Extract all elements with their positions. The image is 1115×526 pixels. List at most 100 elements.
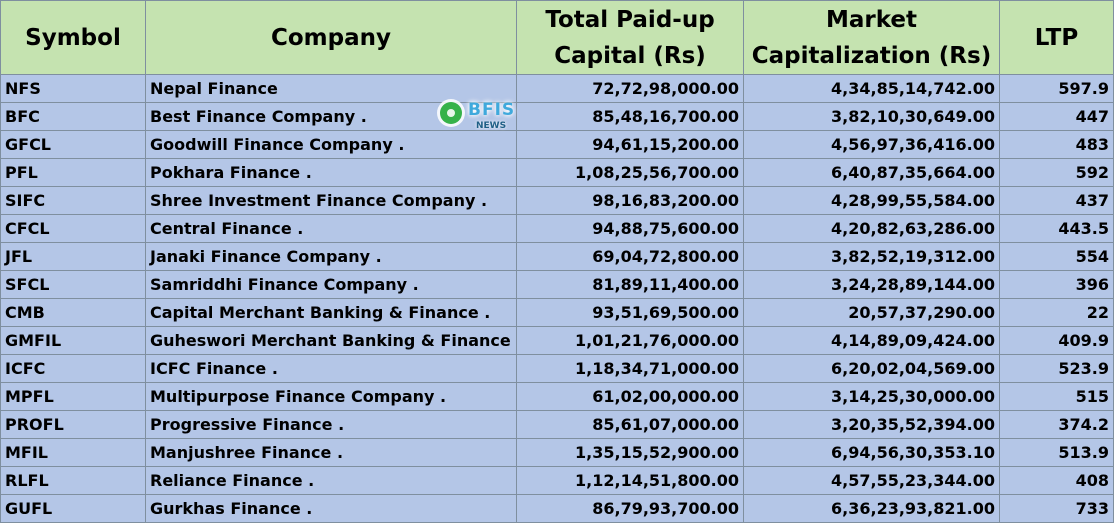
cell-symbol: NFS [0,74,146,103]
cell-paid-up-capital: 1,18,34,71,000.00 [516,354,744,383]
cell-market-capitalization: 6,20,02,04,569.00 [743,354,1000,383]
table-row: GFCL Goodwill Finance Company . 94,61,15,2… [0,130,1114,159]
cell-ltp: 733 [999,494,1114,523]
cell-market-capitalization: 4,34,85,14,742.00 [743,74,1000,103]
cell-paid-up-capital: 86,79,93,700.00 [516,494,744,523]
table-row: MPFL Multipurpose Finance Company . 61,02,… [0,382,1114,411]
cell-ltp: 443.5 [999,214,1114,243]
cell-symbol: SIFC [0,186,146,215]
cell-market-capitalization: 3,82,52,19,312.00 [743,242,1000,271]
cell-symbol: GFCL [0,130,146,159]
cell-paid-up-capital: 72,72,98,000.00 [516,74,744,103]
cell-company: Multipurpose Finance Company . [145,382,517,411]
cell-company: Manjushree Finance . [145,438,517,467]
table-row: CMB Capital Merchant Banking & Finance .9… [0,298,1114,327]
header-company: Company [145,0,517,75]
cell-market-capitalization: 4,56,97,36,416.00 [743,130,1000,159]
cell-market-capitalization: 6,36,23,93,821.00 [743,494,1000,523]
header-paid-up-capital: Total Paid-up Capital (Rs) [516,0,744,75]
cell-paid-up-capital: 61,02,00,000.00 [516,382,744,411]
cell-market-capitalization: 3,24,28,89,144.00 [743,270,1000,299]
table-row: ICFC ICFC Finance . 1,18,34,71,000.00 6,20,… [0,354,1114,383]
cell-ltp: 409.9 [999,326,1114,355]
cell-ltp: 447 [999,102,1114,131]
cell-company: Shree Investment Finance Company . [145,186,517,215]
cell-symbol: JFL [0,242,146,271]
cell-paid-up-capital: 85,48,16,700.00 [516,102,744,131]
cell-market-capitalization: 3,82,10,30,649.00 [743,102,1000,131]
cell-company: Progressive Finance . [145,410,517,439]
cell-market-capitalization: 6,40,87,35,664.00 [743,158,1000,187]
cell-ltp: 554 [999,242,1114,271]
table-row: CFCL Central Finance . 94,88,75,600.00 4,20… [0,214,1114,243]
cell-paid-up-capital: 1,08,25,56,700.00 [516,158,744,187]
cell-symbol: GMFIL [0,326,146,355]
table-row: BFC Best Finance Company . 85,48,16,700.00… [0,102,1114,131]
cell-paid-up-capital: 93,51,69,500.00 [516,298,744,327]
cell-company: Pokhara Finance . [145,158,517,187]
table-row: PROFL Progressive Finance . 85,61,07,000.0… [0,410,1114,439]
cell-paid-up-capital: 94,61,15,200.00 [516,130,744,159]
cell-ltp: 483 [999,130,1114,159]
cell-market-capitalization: 20,57,37,290.00 [743,298,1000,327]
cell-symbol: PFL [0,158,146,187]
cell-company: Samriddhi Finance Company . [145,270,517,299]
cell-market-capitalization: 4,20,82,63,286.00 [743,214,1000,243]
cell-paid-up-capital: 69,04,72,800.00 [516,242,744,271]
cell-company: Nepal Finance [145,74,517,103]
cell-paid-up-capital: 1,12,14,51,800.00 [516,466,744,495]
cell-ltp: 592 [999,158,1114,187]
table-row: SIFC Shree Investment Finance Company . 98… [0,186,1114,215]
cell-symbol: MFIL [0,438,146,467]
cell-market-capitalization: 6,94,56,30,353.10 [743,438,1000,467]
cell-ltp: 437 [999,186,1114,215]
cell-market-capitalization: 4,14,89,09,424.00 [743,326,1000,355]
table-row: JFL Janaki Finance Company . 69,04,72,800.… [0,242,1114,271]
cell-paid-up-capital: 1,01,21,76,000.00 [516,326,744,355]
table-row: GMFIL Guheswori Merchant Banking & Financ… [0,326,1114,355]
cell-paid-up-capital: 94,88,75,600.00 [516,214,744,243]
header-ltp: LTP [999,0,1114,75]
table-row: PFL Pokhara Finance . 1,08,25,56,700.00 6,4… [0,158,1114,187]
table-row: SFCL Samriddhi Finance Company . 81,89,11,… [0,270,1114,299]
cell-symbol: ICFC [0,354,146,383]
cell-ltp: 513.9 [999,438,1114,467]
header-market-capitalization: Market Capitalization (Rs) [743,0,1000,75]
cell-market-capitalization: 3,14,25,30,000.00 [743,382,1000,411]
cell-company: Guheswori Merchant Banking & Finance . [145,326,517,355]
cell-ltp: 408 [999,466,1114,495]
header-row: Symbol Company Total Paid-up Capital (Rs… [0,0,1114,75]
cell-paid-up-capital: 1,35,15,52,900.00 [516,438,744,467]
cell-company: Best Finance Company . [145,102,517,131]
cell-symbol: CMB [0,298,146,327]
table-row: RLFL Reliance Finance . 1,12,14,51,800.00 4… [0,466,1114,495]
cell-market-capitalization: 3,20,35,52,394.00 [743,410,1000,439]
cell-ltp: 374.2 [999,410,1114,439]
cell-symbol: SFCL [0,270,146,299]
cell-symbol: BFC [0,102,146,131]
cell-paid-up-capital: 98,16,83,200.00 [516,186,744,215]
cell-company: ICFC Finance . [145,354,517,383]
header-symbol: Symbol [0,0,146,75]
cell-symbol: PROFL [0,410,146,439]
cell-market-capitalization: 4,28,99,55,584.00 [743,186,1000,215]
cell-company: Reliance Finance . [145,466,517,495]
cell-company: Goodwill Finance Company . [145,130,517,159]
table-row: MFIL Manjushree Finance . 1,35,15,52,900.0… [0,438,1114,467]
cell-ltp: 523.9 [999,354,1114,383]
cell-ltp: 515 [999,382,1114,411]
cell-market-capitalization: 4,57,55,23,344.00 [743,466,1000,495]
cell-symbol: MPFL [0,382,146,411]
table-row: GUFL Gurkhas Finance . 86,79,93,700.00 6,36… [0,494,1114,523]
cell-company: Capital Merchant Banking & Finance . [145,298,517,327]
cell-symbol: GUFL [0,494,146,523]
cell-symbol: CFCL [0,214,146,243]
cell-company: Gurkhas Finance . [145,494,517,523]
cell-ltp: 22 [999,298,1114,327]
cell-paid-up-capital: 85,61,07,000.00 [516,410,744,439]
cell-paid-up-capital: 81,89,11,400.00 [516,270,744,299]
cell-company: Janaki Finance Company . [145,242,517,271]
cell-symbol: RLFL [0,466,146,495]
cell-ltp: 597.9 [999,74,1114,103]
